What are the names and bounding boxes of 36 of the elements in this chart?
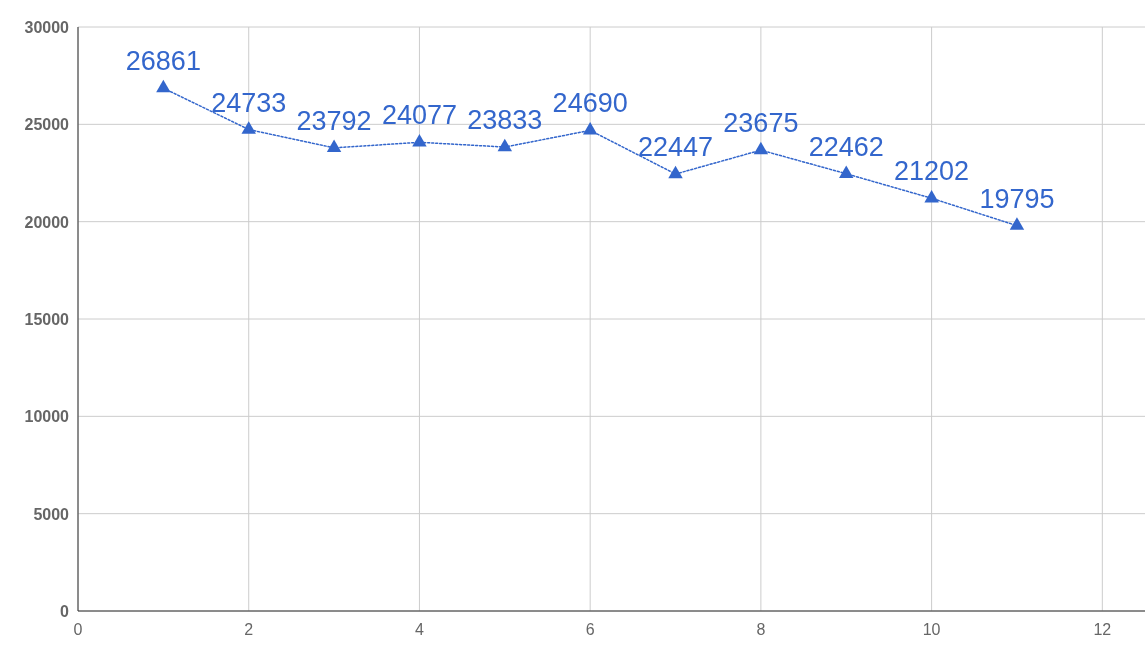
x-tick-label: 4 xyxy=(414,621,424,638)
data-label: 26861 xyxy=(125,46,201,77)
y-tick-label: 15000 xyxy=(24,311,70,328)
y-tick-label: 20000 xyxy=(24,213,70,231)
x-tick-label: 8 xyxy=(756,621,766,638)
y-tick-label: 10000 xyxy=(24,408,70,426)
x-tick-label: 6 xyxy=(585,621,595,638)
point xyxy=(582,122,598,135)
point xyxy=(156,79,171,93)
data-label: 19795 xyxy=(979,183,1055,214)
data-label: 24077 xyxy=(381,100,457,131)
x-tick-label: 12 xyxy=(1093,621,1112,638)
data-label: 24690 xyxy=(552,88,628,119)
point xyxy=(839,165,854,178)
data-label: 23675 xyxy=(723,108,799,139)
data-label: 21202 xyxy=(894,156,970,187)
point xyxy=(326,139,342,153)
point xyxy=(753,141,769,155)
point xyxy=(924,189,939,203)
x-tick-label: 10 xyxy=(922,621,941,638)
point xyxy=(1009,217,1025,230)
point xyxy=(241,121,256,134)
data-label: 23792 xyxy=(296,105,372,136)
x-tick-label: 0 xyxy=(73,621,83,638)
y-tick-label: 5000 xyxy=(33,505,70,523)
x-tick-label: 2 xyxy=(244,621,254,638)
y-tick-label: 25000 xyxy=(24,116,70,134)
data-label: 23833 xyxy=(467,105,543,136)
y-tick-label: 30000 xyxy=(24,19,70,36)
y-tick-label: 0 xyxy=(60,603,70,620)
point xyxy=(412,133,427,147)
data-label: 22462 xyxy=(808,131,884,162)
data-label: 24733 xyxy=(211,87,287,118)
point xyxy=(668,165,683,179)
point xyxy=(497,138,513,152)
data-label: 22447 xyxy=(637,132,714,163)
